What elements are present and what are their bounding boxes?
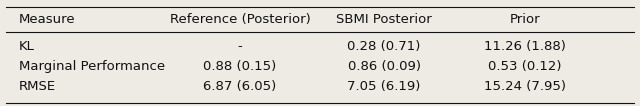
- Text: SBMI Posterior: SBMI Posterior: [336, 13, 432, 26]
- Text: Marginal Performance: Marginal Performance: [19, 60, 165, 73]
- Text: 7.05 (6.19): 7.05 (6.19): [348, 80, 420, 93]
- Text: Reference (Posterior): Reference (Posterior): [170, 13, 310, 26]
- Text: KL: KL: [19, 40, 35, 53]
- Text: 0.28 (0.71): 0.28 (0.71): [348, 40, 420, 53]
- Text: 0.86 (0.09): 0.86 (0.09): [348, 60, 420, 73]
- Text: 11.26 (1.88): 11.26 (1.88): [484, 40, 566, 53]
- Text: -: -: [237, 40, 243, 53]
- Text: 6.87 (6.05): 6.87 (6.05): [204, 80, 276, 93]
- Text: RMSE: RMSE: [19, 80, 56, 93]
- Text: 0.88 (0.15): 0.88 (0.15): [204, 60, 276, 73]
- Text: 0.53 (0.12): 0.53 (0.12): [488, 60, 561, 73]
- Text: Prior: Prior: [509, 13, 540, 26]
- Text: 15.24 (7.95): 15.24 (7.95): [484, 80, 566, 93]
- Text: Measure: Measure: [19, 13, 76, 26]
